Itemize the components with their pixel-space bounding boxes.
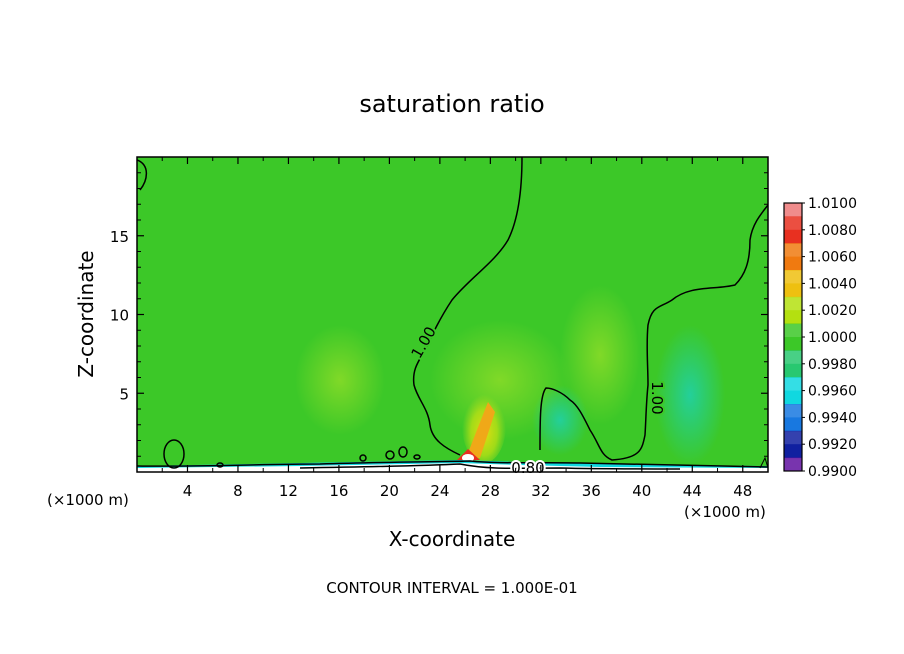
contour-small-loop	[398, 446, 408, 458]
y-tick-label: 5	[119, 385, 129, 403]
colorbar-label: 1.0040	[808, 276, 857, 292]
x-tick-label: 32	[531, 482, 550, 500]
contour-small-loop	[413, 454, 421, 460]
x-tick-label: 16	[329, 482, 348, 500]
colorbar-label: 0.9940	[808, 410, 857, 426]
x-units-right: (×1000 m)	[684, 503, 766, 521]
colorbar-swatch	[784, 390, 802, 405]
contour-label: 0.80	[511, 459, 544, 477]
colorbar-label: 0.9900	[808, 464, 857, 480]
x-axis-ticks: 4 8 12 16 20 24 28 32 36 40 44 48	[161, 157, 752, 500]
cyan-green-region	[655, 325, 725, 465]
colorbar-label: 1.0080	[808, 223, 857, 239]
orange-plume	[466, 402, 495, 458]
contour-surface-c	[759, 456, 768, 469]
x-tick-label: 28	[481, 482, 500, 500]
x-tick-label: 4	[183, 482, 193, 500]
y-axis-ticks: 5 10 15	[110, 172, 768, 457]
colorbar-swatch	[784, 404, 802, 418]
heatmap-field	[137, 157, 768, 472]
x-tick-label: 40	[632, 482, 651, 500]
colorbar: 1.0100 1.0080 1.0060 1.0040 1.0020 1.0000 0.99…	[783, 196, 857, 480]
x-axis-label: X-coordinate	[389, 527, 516, 551]
colorbar-swatch	[784, 457, 802, 472]
colorbar-swatch	[784, 337, 802, 351]
contour-label: 1.00	[648, 381, 666, 414]
colorbar-swatch	[784, 229, 802, 244]
colorbar-label: 1.0020	[808, 303, 857, 319]
contour-small-loop	[163, 439, 185, 469]
y-tick-label: 10	[110, 307, 129, 325]
contour-1.00-right	[539, 204, 768, 461]
y-axis-label: Z-coordinate	[74, 250, 98, 377]
colorbar-swatch	[784, 216, 802, 231]
colorbar-swatch	[784, 377, 802, 392]
contour-corner-loop	[137, 159, 148, 191]
colorbar-swatch	[784, 243, 802, 258]
contour-1.00-left	[412, 157, 523, 456]
x-tick-label: 44	[683, 482, 702, 500]
x-tick-label: 24	[430, 482, 449, 500]
chart-title: saturation ratio	[359, 90, 544, 118]
x-tick-label: 36	[582, 482, 601, 500]
colorbar-swatch	[784, 256, 802, 271]
contour-surface-a	[137, 460, 768, 468]
colorbar-label: 1.0060	[808, 250, 857, 266]
colorbar-label: 0.9960	[808, 384, 857, 400]
y-tick-label: 15	[110, 228, 129, 246]
colorbar-label: 0.9920	[808, 437, 857, 453]
x-tick-label: 20	[380, 482, 399, 500]
colorbar-swatch	[784, 310, 802, 325]
light-green-region	[560, 285, 640, 425]
light-green-region	[295, 325, 385, 435]
colorbar-swatch	[784, 350, 802, 365]
contour-small-loop	[385, 450, 395, 460]
colorbar-swatch	[784, 323, 802, 338]
surface-white	[137, 463, 768, 472]
colorbar-label: 1.0100	[808, 196, 857, 212]
contour-lines	[137, 157, 768, 470]
contour-small-loop	[359, 454, 367, 462]
colorbar-swatch	[784, 296, 802, 311]
contour-interval-note: CONTOUR INTERVAL = 1.000E-01	[326, 579, 577, 597]
x-tick-label: 8	[233, 482, 243, 500]
colorbar-swatch	[784, 444, 802, 459]
colorbar-swatch	[784, 430, 802, 445]
x-units-left: (×1000 m)	[47, 491, 129, 509]
colorbar-swatch	[784, 270, 802, 284]
white-core	[462, 454, 474, 462]
colorbar-label: 1.0000	[808, 330, 857, 346]
colorbar-swatch	[784, 203, 802, 217]
colorbar-label: 0.9980	[808, 357, 857, 373]
x-tick-label: 12	[279, 482, 298, 500]
x-tick-label: 48	[733, 482, 752, 500]
colorbar-swatch	[784, 283, 802, 298]
colorbar-swatch	[784, 363, 802, 378]
colorbar-swatch	[784, 417, 802, 432]
